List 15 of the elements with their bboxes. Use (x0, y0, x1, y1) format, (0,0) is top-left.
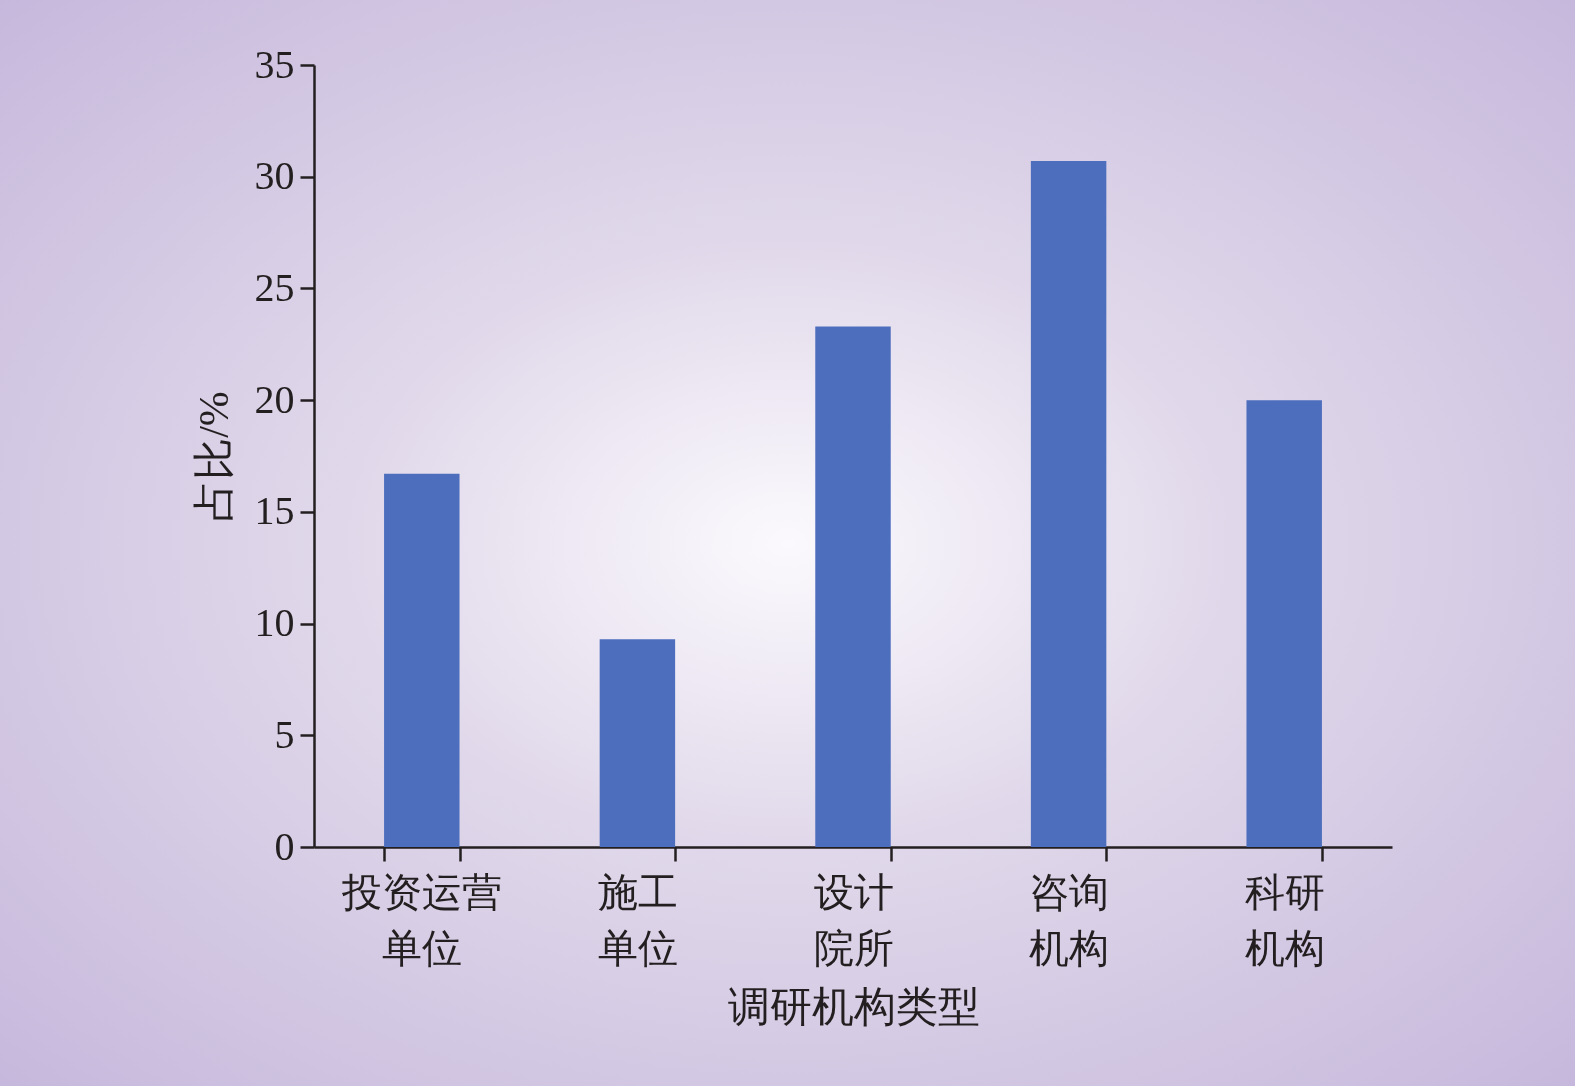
x-tick-label: 施工单位 (597, 869, 678, 971)
y-tick-label: 35 (254, 41, 295, 87)
y-tick-label: 20 (254, 376, 295, 422)
y-tick-label: 25 (254, 264, 295, 310)
y-tick-label: 5 (274, 711, 295, 757)
y-tick-label: 30 (254, 153, 295, 199)
x-tick-label: 投资运营单位 (341, 869, 503, 971)
y-tick-label: 15 (254, 488, 295, 534)
x-tick-label: 设计院所 (813, 869, 894, 971)
y-tick-label: 0 (274, 823, 295, 869)
x-tick-label: 咨询机构 (1029, 869, 1110, 971)
x-axis-title: 调研机构类型 (727, 983, 980, 1030)
x-tick-label: 科研机构 (1244, 869, 1325, 971)
y-tick-label: 10 (254, 600, 295, 646)
y-axis-title: 占比/% (190, 391, 237, 522)
